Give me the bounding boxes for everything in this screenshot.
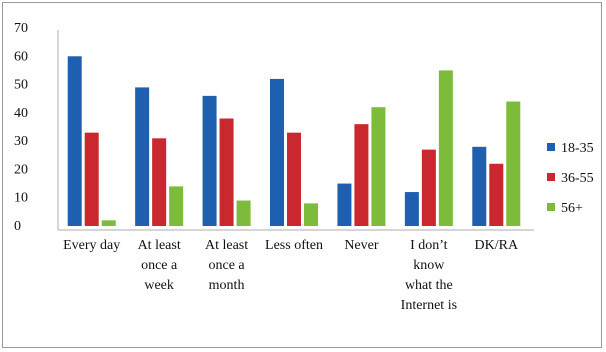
x-category-label: Every day xyxy=(63,238,120,253)
y-tick-label: 70 xyxy=(14,21,28,36)
bar-3655-5 xyxy=(421,149,436,226)
x-category-label: DK/RA xyxy=(475,238,519,253)
bar-1835-5 xyxy=(404,192,419,226)
bar-1835-2 xyxy=(202,95,217,226)
x-category-label: At least once a month xyxy=(205,238,248,293)
legend-swatch xyxy=(547,173,555,181)
y-tick-label: 0 xyxy=(14,219,21,234)
bar-3655-6 xyxy=(489,163,504,226)
bar-56-3 xyxy=(304,203,318,226)
bars-group xyxy=(67,56,521,227)
bar-56-2 xyxy=(236,200,251,226)
x-category-label: At least once a week xyxy=(138,238,181,293)
chart-axes xyxy=(57,30,534,231)
y-tick-label: 10 xyxy=(14,191,28,206)
y-tick-label: 30 xyxy=(14,134,28,149)
x-category-label: I don’t know what the Internet is xyxy=(401,238,457,313)
bar-1835-3 xyxy=(270,78,284,227)
bar-56-0 xyxy=(101,220,116,226)
y-tick-label: 60 xyxy=(14,49,28,64)
bar-3655-2 xyxy=(219,118,234,226)
legend: 18-35 36-55 56+ xyxy=(547,141,594,216)
x-category-label: Never xyxy=(344,238,379,253)
bar-1835-0 xyxy=(67,56,82,227)
x-category-label: Less often xyxy=(265,238,323,253)
bar-56-6 xyxy=(506,101,521,226)
y-axis-ticks: 0 10 20 30 40 50 60 70 xyxy=(14,21,28,234)
bar-56-4 xyxy=(371,107,386,226)
bar-3655-3 xyxy=(287,132,301,226)
legend-label: 18-35 xyxy=(561,141,594,156)
bar-56-1 xyxy=(169,186,184,226)
y-tick-label: 50 xyxy=(14,78,28,93)
legend-swatch xyxy=(547,203,555,211)
bar-56-5 xyxy=(438,70,453,226)
legend-swatch xyxy=(547,143,555,151)
legend-label: 36-55 xyxy=(561,171,594,186)
bar-3655-4 xyxy=(354,124,369,226)
bar-1835-6 xyxy=(472,146,487,226)
legend-label: 56+ xyxy=(561,201,583,216)
x-axis-labels: Every day At least once a week At least once … xyxy=(63,238,519,313)
bar-1835-1 xyxy=(135,87,150,227)
bar-3655-0 xyxy=(84,132,99,226)
y-tick-label: 20 xyxy=(14,162,28,177)
bar-3655-1 xyxy=(152,138,167,226)
y-tick-label: 40 xyxy=(14,106,28,121)
bar-1835-4 xyxy=(337,183,352,226)
